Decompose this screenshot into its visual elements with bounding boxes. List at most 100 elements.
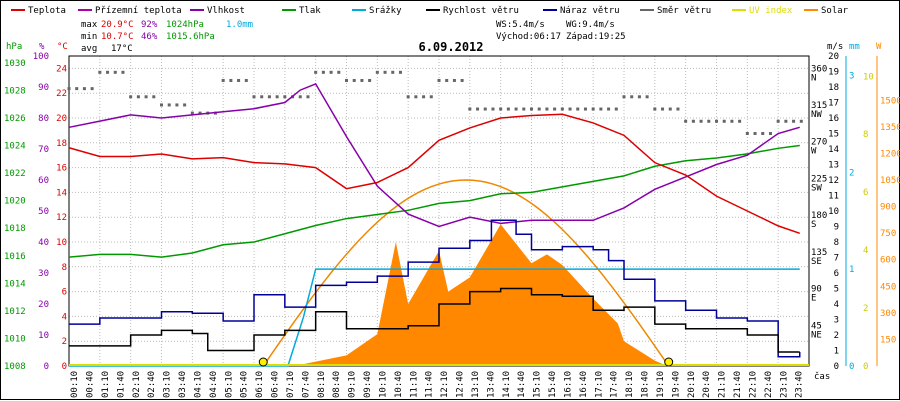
wind-dir-point [260,95,264,99]
tick-time: 09:40 [363,371,373,398]
tick-time: 08:40 [332,371,342,398]
wind-dir-point [267,95,271,99]
tick-dir-label: W [811,147,817,157]
wind-dir-point [229,78,233,82]
wind-dir-point [568,107,572,111]
legend-label: Srážky [369,6,402,16]
wind-dir-point [298,95,302,99]
tick-dir-deg: 315 [811,101,827,111]
series-humidity-line [68,82,800,228]
wind-dir-point [129,95,133,99]
sun-marker [664,357,674,367]
wind-dir-point [599,107,603,111]
wind-dir-point [753,132,757,135]
tick-hpa: 1024 [4,142,26,152]
tick-time: 19:40 [671,371,681,398]
wind-dir-point [244,78,248,82]
tick-hpa: 1012 [4,307,26,317]
wind-dir-point [113,70,117,74]
tick-hpa: 1008 [4,362,26,372]
tick-time: 03:40 [178,371,188,398]
wind-dir-point [329,70,333,74]
tick-ms: 16 [828,114,839,124]
wind-dir-point [576,107,580,111]
tick-w: 1200 [880,149,900,159]
wind-speed-avg: WS:5.4m/s [496,20,545,30]
wind-dir-point [468,107,472,111]
wind-dir-point [422,95,426,99]
wind-dir-point [614,107,618,111]
tick-temp: 14 [56,188,67,198]
wind-dir-point [622,95,626,99]
wind-dir-point [768,132,772,135]
tick-mm: 2 [849,168,854,178]
tick-hpa: 1020 [4,197,26,207]
wind-dir-point [499,107,503,111]
legend-label: Tlak [299,6,321,16]
wind-dir-point [75,87,79,91]
tick-time: 17:40 [610,371,620,398]
tick-time: 15:10 [533,371,543,398]
tick-time: 09:10 [348,371,358,398]
tick-temp: 20 [56,114,67,124]
sunset-time: Západ:19:25 [566,32,626,42]
tick-w: 150 [880,335,896,345]
axis-title-time: čas [814,371,830,382]
chart-title: 6.09.2012 [418,40,483,54]
series-temperature-line [68,113,800,235]
stat-min-press: 1015.6hPa [166,32,215,42]
tick-w: 1050 [880,176,900,186]
sun-curve-line [262,179,670,367]
wind-dir-point [583,107,587,111]
wind-dir-point [368,78,372,82]
tick-temp: 4 [62,312,67,322]
tick-mm: 3 [849,71,854,81]
tick-w: 450 [880,282,896,292]
tick-hpa: 1026 [4,114,26,124]
wind-dir-point [637,95,641,99]
tick-hpa: 1018 [4,224,26,234]
wind-dir-point [183,103,187,107]
wind-dir-point [383,70,387,74]
wind-dir-point [684,119,688,123]
tick-time: 05:10 [224,371,234,398]
wind-dir-point [722,119,726,123]
tick-ms: 8 [834,238,839,248]
tick-ms: 12 [828,176,839,186]
tick-dir-deg: 360 [811,64,827,74]
tick-time: 14:40 [517,371,527,398]
tick-uv: 8 [863,130,868,140]
tick-ms: 4 [834,300,839,310]
stat-max-label: max [81,20,98,30]
tick-time: 18:10 [625,371,635,398]
tick-time: 04:40 [209,371,219,398]
wind-dir-point [560,107,564,111]
tick-ms: 5 [834,285,839,295]
wind-dir-point [190,111,194,115]
tick-time: 17:10 [594,371,604,398]
tick-ms: 10 [828,207,839,217]
tick-uv: 6 [863,188,868,198]
tick-time: 13:10 [471,371,481,398]
wind-dir-point [661,107,665,111]
tick-dir-label: S [811,220,816,230]
tick-ms: 9 [834,223,839,233]
tick-time: 19:10 [656,371,666,398]
tick-time: 15:40 [548,371,558,398]
tick-ms: 11 [828,192,839,202]
wind-dir-point [321,70,325,74]
wind-dir-point [491,107,495,111]
tick-time: 16:10 [563,371,573,398]
wind-dir-point [784,119,788,123]
tick-dir-label: SE [811,257,822,267]
tick-time: 00:10 [70,371,80,398]
wind-dir-point [398,70,402,74]
wind-dir-point [745,132,749,135]
stat-max-press: 1024hPa [166,20,204,30]
tick-temp: 16 [56,164,67,174]
wind-dir-point [699,119,703,123]
legend-label: Náraz větru [560,6,620,16]
axis-title-hpa: hPa [6,42,22,52]
wind-dir-point [221,78,225,82]
legend-label: UV index [749,6,793,16]
